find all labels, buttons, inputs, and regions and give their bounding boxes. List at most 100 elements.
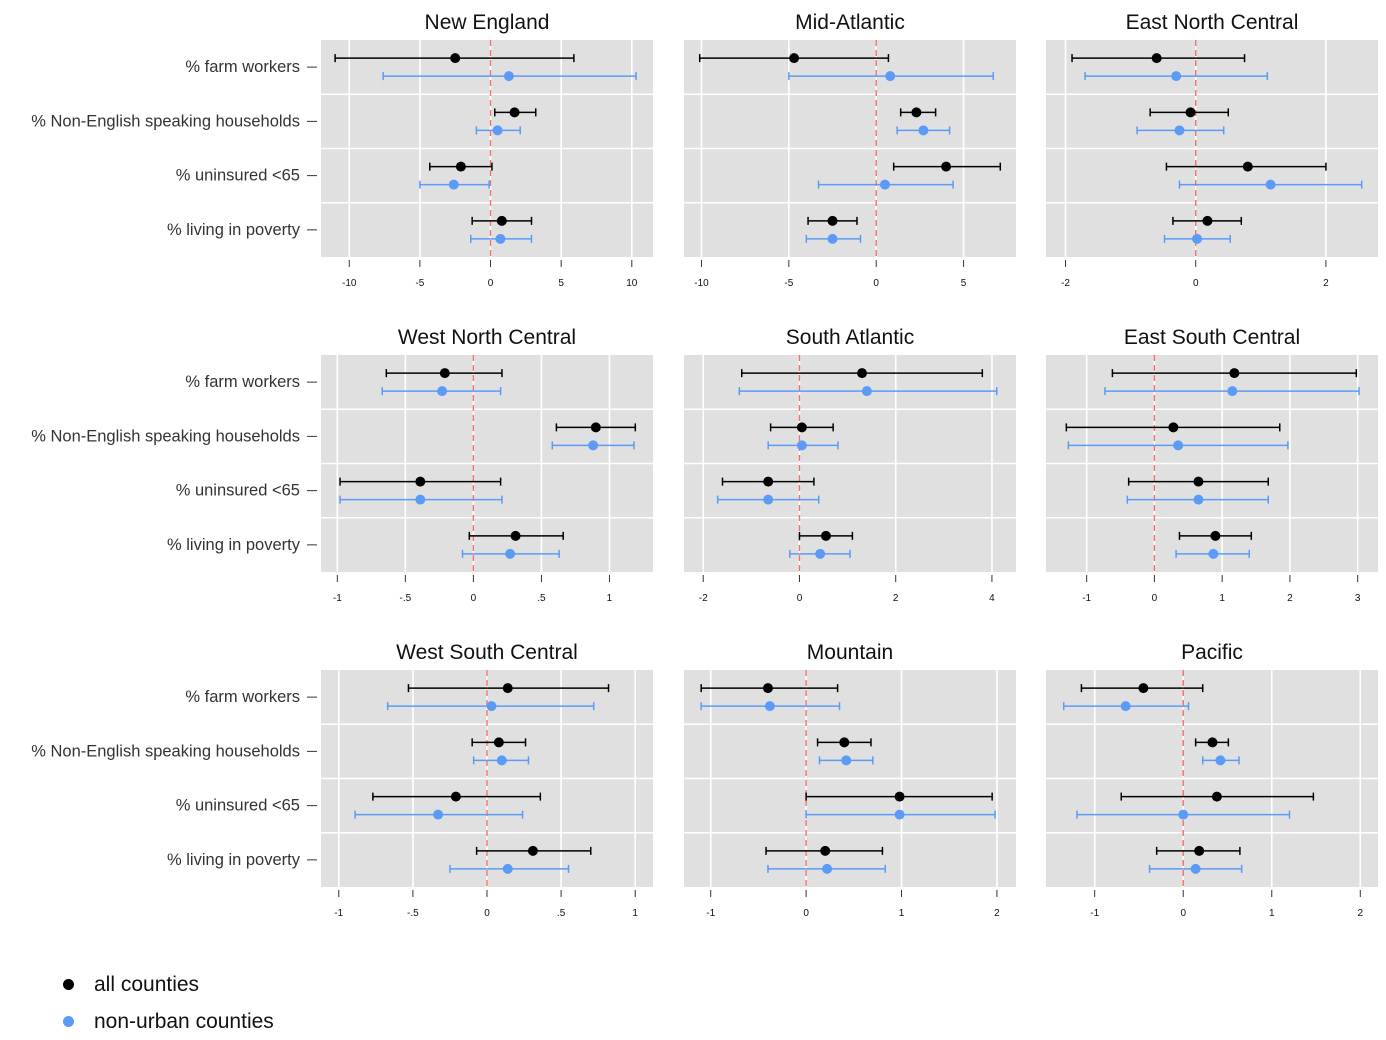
point-estimate-all-counties: [1211, 791, 1222, 802]
x-tick-label: -1: [334, 908, 343, 919]
panel-title-new-england: New England: [425, 11, 550, 34]
point-estimate-non-urban-counties: [763, 494, 774, 505]
x-tick-label: 1: [1269, 908, 1275, 919]
point-estimate-all-counties: [857, 368, 868, 379]
point-estimate-all-counties: [450, 791, 461, 802]
point-estimate-all-counties: [1193, 476, 1204, 487]
x-tick-label: 5: [558, 278, 564, 289]
point-estimate-non-urban-counties: [1190, 863, 1201, 874]
row-label-uninsured-65: % uninsured <65: [176, 797, 300, 815]
x-tick-label: 2: [1323, 278, 1329, 289]
legend: all counties non-urban counties: [60, 966, 274, 1040]
point-estimate-non-urban-counties: [879, 179, 890, 190]
x-tick-label: -.5: [400, 593, 412, 604]
x-tick-label: -1: [1090, 908, 1099, 919]
point-estimate-all-counties: [502, 683, 513, 694]
x-tick-label: 2: [1287, 593, 1293, 604]
point-estimate-all-counties: [527, 845, 538, 856]
point-estimate-non-urban-counties: [918, 125, 929, 136]
x-tick-label: -1: [706, 908, 715, 919]
point-estimate-non-urban-counties: [495, 233, 506, 244]
panel-south-atlantic: South Atlantic -2 0 2 4: [684, 326, 1016, 604]
row-label-living-in-poverty: % living in poverty: [167, 536, 301, 554]
x-tick-label: .5: [537, 593, 546, 604]
point-estimate-non-urban-counties: [1215, 755, 1226, 766]
point-estimate-all-counties: [911, 107, 922, 118]
legend-label-all-counties: all counties: [94, 972, 200, 996]
point-estimate-all-counties: [827, 215, 838, 226]
row-label-farm-workers: % farm workers: [185, 58, 300, 76]
point-estimate-all-counties: [509, 107, 520, 118]
panel-title-south-atlantic: South Atlantic: [786, 326, 914, 349]
panel-title-west-north-central: West North Central: [398, 326, 576, 349]
panel-title-east-south-central: East South Central: [1124, 326, 1300, 349]
row-label-non-english-speaking-households: % Non-English speaking households: [31, 742, 300, 760]
point-estimate-non-urban-counties: [1208, 548, 1219, 559]
panel-west-south-central: West South Central -1 -.5 0 .5 1 % farm worker…: [31, 641, 653, 919]
point-estimate-all-counties: [1229, 368, 1240, 379]
panel-east-south-central: East South Central -1 0 1 2 3: [1046, 326, 1378, 604]
point-estimate-all-counties: [493, 737, 504, 748]
x-tick-label: -2: [699, 593, 708, 604]
legend-label-non-urban-counties: non-urban counties: [94, 1009, 274, 1033]
x-tick-label: -5: [784, 278, 793, 289]
panel-west-north-central: West North Central -1 -.5 0 .5 1 % farm worker…: [31, 326, 653, 604]
point-estimate-all-counties: [1185, 107, 1196, 118]
x-tick-label: 2: [994, 908, 1000, 919]
point-estimate-non-urban-counties: [764, 701, 775, 712]
x-tick-label: -2: [1061, 278, 1070, 289]
legend-item-non-urban-counties: non-urban counties: [60, 1003, 274, 1040]
forest-plot-chart: New England-10 -5 0 5 10% farm workers% Non-…: [31, 11, 1378, 919]
x-tick-label: 0: [1152, 593, 1158, 604]
x-tick-label: -10: [342, 278, 357, 289]
x-tick-label: 0: [484, 908, 490, 919]
panel-east-north-central: East North Central -2 0 2: [1046, 11, 1378, 289]
point-estimate-all-counties: [1138, 683, 1149, 694]
x-tick-label: 10: [626, 278, 638, 289]
row-label-uninsured-65: % uninsured <65: [176, 167, 300, 185]
point-estimate-non-urban-counties: [1178, 809, 1189, 820]
point-estimate-non-urban-counties: [502, 863, 513, 874]
x-tick-label: 0: [797, 593, 803, 604]
panel-title-mountain: Mountain: [807, 641, 893, 664]
point-estimate-all-counties: [1194, 845, 1205, 856]
point-estimate-all-counties: [415, 476, 426, 487]
panel-new-england: New England -10 -5 0 5 10 % farm workers % Non-…: [31, 11, 653, 289]
point-estimate-all-counties: [496, 215, 507, 226]
point-estimate-non-urban-counties: [796, 440, 807, 451]
panel-mid-atlantic: Mid-Atlantic -10 -5 0 5: [684, 11, 1016, 289]
x-tick-label: 1: [899, 908, 905, 919]
point-estimate-all-counties: [1207, 737, 1218, 748]
point-estimate-non-urban-counties: [1120, 701, 1131, 712]
point-estimate-all-counties: [1202, 215, 1213, 226]
point-estimate-all-counties: [450, 53, 461, 64]
point-estimate-non-urban-counties: [815, 548, 826, 559]
point-estimate-non-urban-counties: [1265, 179, 1276, 190]
point-estimate-non-urban-counties: [503, 71, 514, 82]
x-tick-label: -.5: [407, 908, 419, 919]
legend-item-all-counties: all counties: [60, 966, 274, 1003]
panel-pacific: Pacific -1 0 1 2: [1046, 641, 1378, 919]
x-tick-label: -5: [415, 278, 424, 289]
point-estimate-non-urban-counties: [841, 755, 852, 766]
row-label-non-english-speaking-households: % Non-English speaking households: [31, 112, 300, 130]
x-tick-label: 0: [1180, 908, 1186, 919]
point-estimate-non-urban-counties: [415, 494, 426, 505]
point-estimate-all-counties: [941, 161, 952, 172]
point-estimate-non-urban-counties: [861, 386, 872, 397]
row-label-non-english-speaking-households: % Non-English speaking households: [31, 427, 300, 445]
point-estimate-non-urban-counties: [437, 386, 448, 397]
point-estimate-non-urban-counties: [433, 809, 444, 820]
panel-title-mid-atlantic: Mid-Atlantic: [795, 11, 905, 34]
panel-title-west-south-central: West South Central: [396, 641, 578, 664]
point-estimate-all-counties: [1242, 161, 1253, 172]
point-estimate-non-urban-counties: [894, 809, 905, 820]
row-label-living-in-poverty: % living in poverty: [167, 221, 301, 239]
x-tick-label: 0: [803, 908, 809, 919]
point-estimate-non-urban-counties: [1227, 386, 1238, 397]
x-tick-label: 0: [1193, 278, 1199, 289]
legend-dot-all-counties-icon: [63, 979, 74, 990]
point-estimate-all-counties: [590, 422, 601, 433]
x-tick-label: 1: [1219, 593, 1225, 604]
point-estimate-non-urban-counties: [885, 71, 896, 82]
